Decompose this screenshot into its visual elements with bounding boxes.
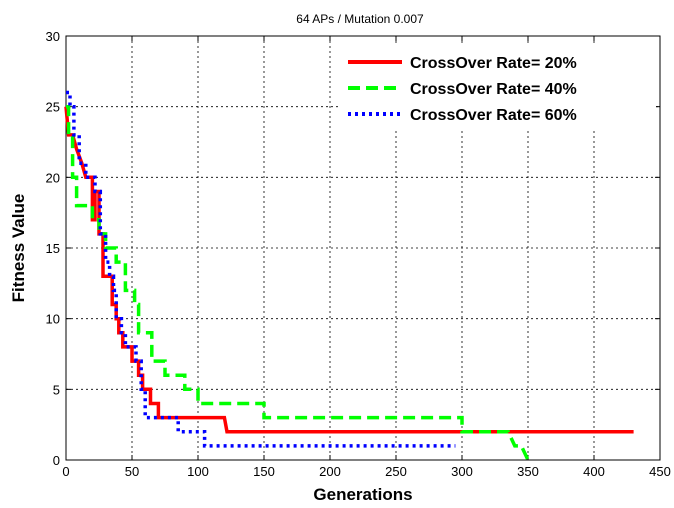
y-tick-label: 15: [46, 241, 60, 256]
y-tick-label: 10: [46, 312, 60, 327]
y-tick-label: 20: [46, 170, 60, 185]
x-tick-label: 450: [649, 464, 671, 479]
axis-ticks: 0 50 100 150 200 250 300 350 400 450 0 5 10 15 20 25 30: [46, 29, 671, 479]
series-line-1: [64, 106, 634, 434]
series-lines: [64, 90, 634, 461]
x-tick-label: 300: [451, 464, 473, 479]
x-axis-label: Generations: [313, 485, 412, 504]
series-line-3: [66, 90, 456, 448]
series-line-2: [66, 104, 530, 461]
x-tick-label: 350: [517, 464, 539, 479]
legend-label-1: CrossOver Rate= 20%: [410, 55, 577, 72]
y-axis-label: Fitness Value: [9, 194, 28, 303]
y-tick-label: 25: [46, 100, 60, 115]
y-tick-label: 30: [46, 29, 60, 44]
legend-label-2: CrossOver Rate= 40%: [410, 81, 577, 98]
x-tick-label: 150: [253, 464, 275, 479]
legend-label-3: CrossOver Rate= 60%: [410, 107, 577, 124]
x-tick-label: 400: [583, 464, 605, 479]
y-tick-label: 5: [53, 382, 60, 397]
x-tick-label: 200: [319, 464, 341, 479]
x-tick-label: 0: [62, 464, 69, 479]
y-tick-label: 0: [53, 453, 60, 468]
legend: CrossOver Rate= 20% CrossOver Rate= 40% Cr…: [340, 44, 656, 128]
chart-title: 64 APs / Mutation 0.007: [296, 12, 424, 26]
x-tick-label: 250: [385, 464, 407, 479]
x-tick-label: 100: [187, 464, 209, 479]
x-tick-label: 50: [125, 464, 139, 479]
